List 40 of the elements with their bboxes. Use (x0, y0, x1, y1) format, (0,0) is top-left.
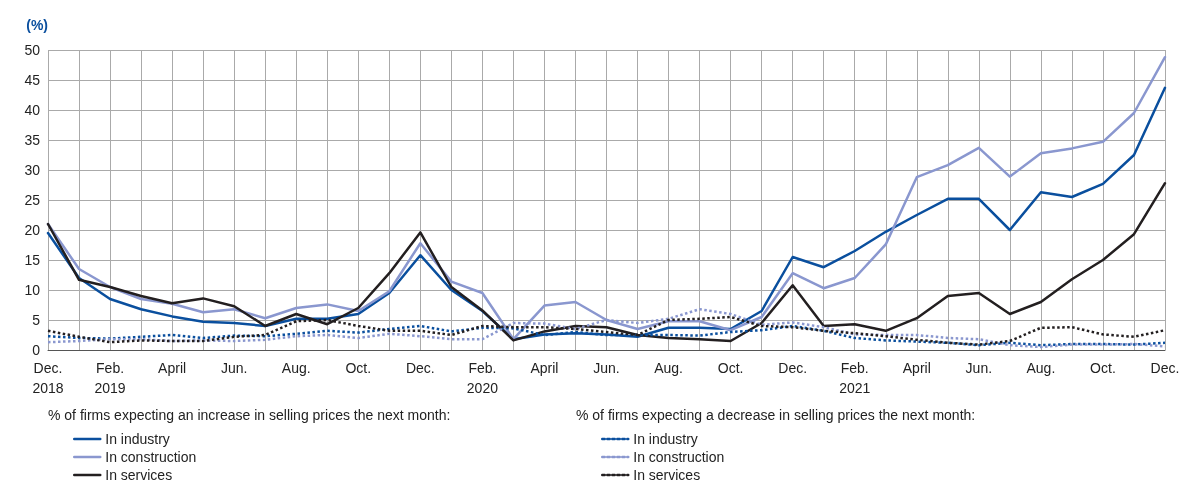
x-tick-label: Aug. (654, 360, 683, 376)
x-tick-label: Dec. (1150, 360, 1180, 376)
x-tick-label: April (902, 360, 931, 376)
x-tick-label: Feb. 2019 (94, 360, 126, 396)
x-tick-label: Feb. 2020 (466, 360, 499, 396)
legend-label: In services (105, 467, 173, 483)
x-tick-label: April (158, 360, 187, 376)
text: % of firms expecting a decrease in selling prices the next month: (576, 407, 976, 423)
y-tick-label: 5 (32, 312, 41, 328)
legend-label: In industry (105, 431, 170, 447)
x-tick-label: Feb. 2021 (839, 360, 871, 396)
y-tick-label: 20 (24, 222, 41, 238)
legend-label: In construction (633, 449, 725, 465)
y-tick-label: 35 (24, 132, 41, 148)
line-series (46, 181, 1167, 343)
y-tick-label: 50 (24, 42, 41, 58)
x-tick-label: Oct. (1090, 360, 1116, 376)
y-tick-label: 25 (24, 192, 41, 208)
y-tick-label: 30 (24, 162, 41, 178)
y-tick-label: 0 (32, 342, 41, 358)
y-tick-label: 10 (24, 282, 41, 298)
x-tick-label: Dec. (778, 360, 808, 376)
y-tick-label: 45 (24, 72, 41, 88)
x-tick-label: April (530, 360, 559, 376)
legend-label: In services (633, 467, 701, 483)
y-tick-label: 40 (24, 102, 41, 118)
x-tick-label: Dec. (405, 360, 435, 376)
x-tick-label: Oct. (717, 360, 744, 376)
x-tick-label: Aug. (281, 360, 311, 376)
x-tick-label: Dec. 2018 (32, 360, 64, 396)
x-tick-label: Jun. (220, 360, 248, 376)
legend-label: In construction (105, 449, 197, 465)
x-tick-label: Oct. (345, 360, 372, 376)
x-tick-label: Jun. (593, 360, 620, 376)
text: % of firms expecting an increase in selling prices the next month: (48, 407, 451, 423)
y-tick-label: 15 (24, 252, 41, 268)
x-tick-label: Aug. (1026, 360, 1056, 376)
x-tick-label: Jun. (965, 360, 993, 376)
legend-label: In industry (633, 431, 698, 447)
y-axis-title: (%) (26, 17, 48, 33)
